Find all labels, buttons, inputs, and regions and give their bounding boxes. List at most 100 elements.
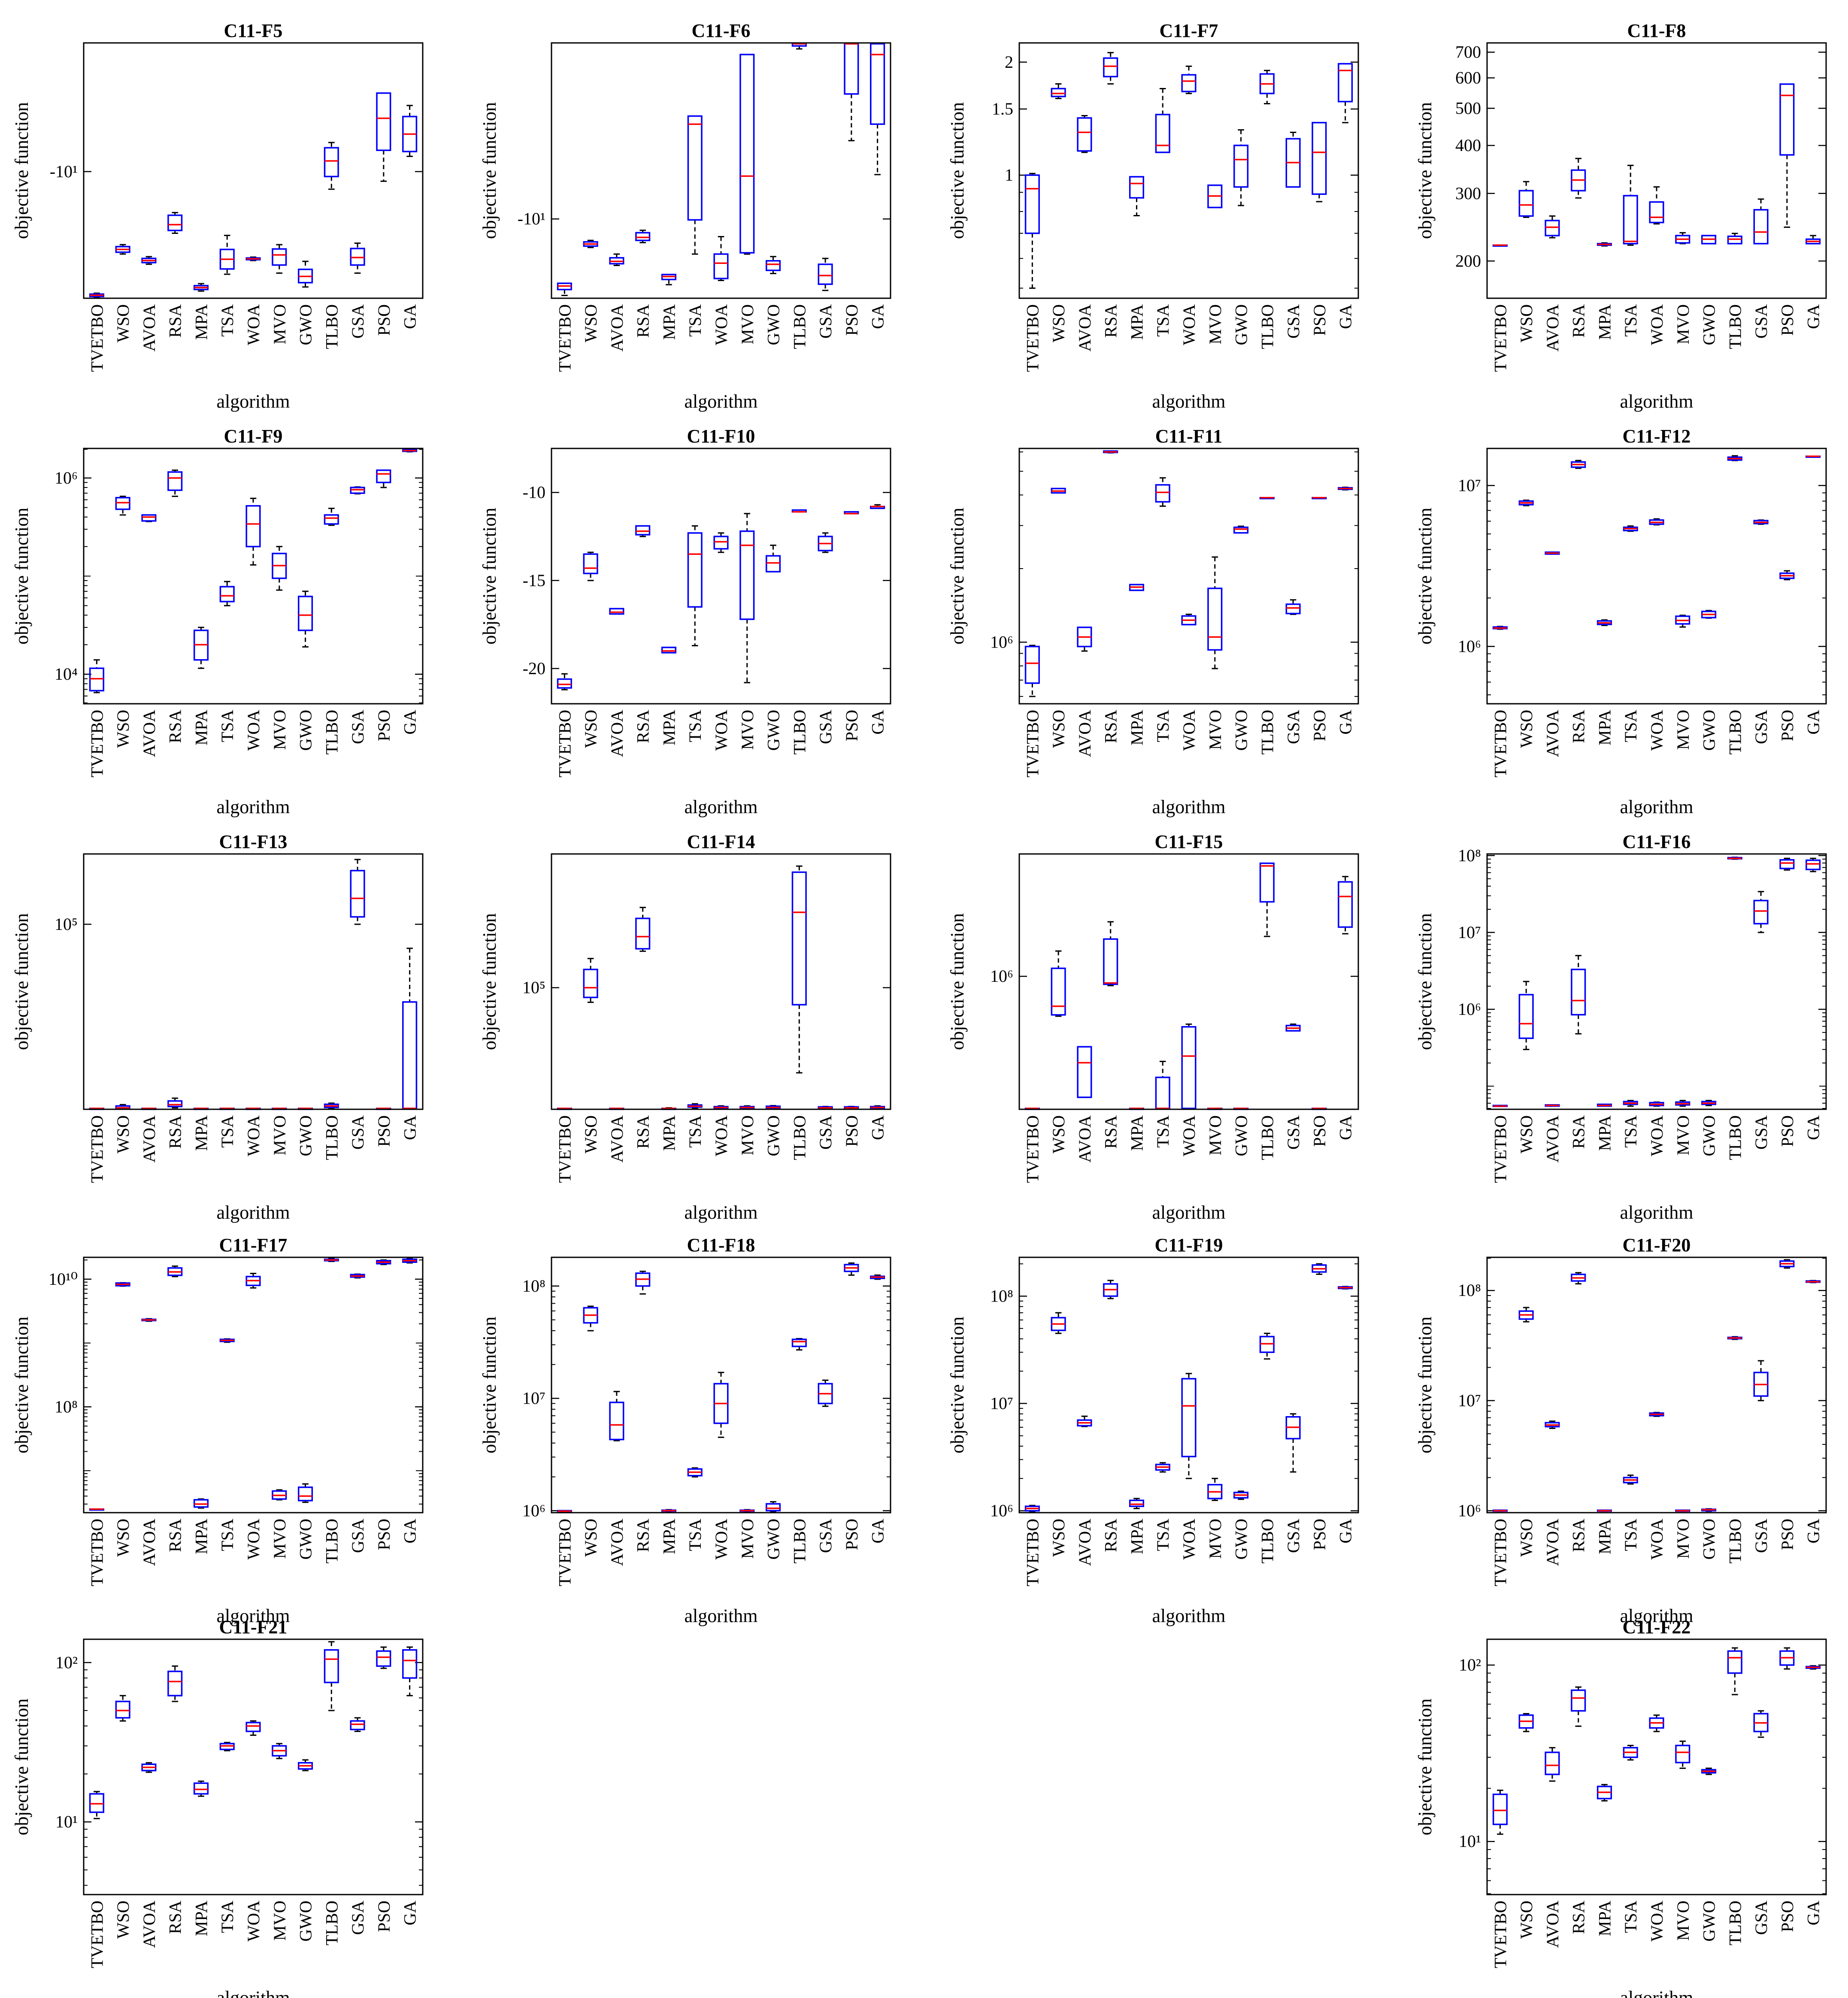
chart-c11-f8: C11-F8 200 300 400 500 600 700 TVETBO WSO AVOA RSA… (1415, 20, 1827, 412)
y-tick-label: 2 (1005, 52, 1013, 72)
box-tvetbo (557, 282, 572, 296)
box-gwo (765, 1501, 781, 1513)
box-rsa (1103, 921, 1118, 987)
iqr-box (1285, 603, 1301, 615)
box-wso (1518, 1307, 1534, 1323)
iqr-box (1806, 859, 1821, 870)
box-gsa (1753, 519, 1769, 525)
iqr-box (609, 1402, 624, 1441)
iqr-box (1155, 1076, 1170, 1109)
box-mvo (272, 244, 287, 274)
box-ga (870, 504, 885, 509)
box-gwo (1701, 235, 1717, 245)
iqr-box (1181, 74, 1197, 93)
box-tlbo (1727, 1336, 1742, 1340)
iqr-box (1623, 195, 1638, 245)
x-tick-label: GA (1804, 1115, 1823, 1140)
x-tick-label: GSA (348, 304, 367, 339)
x-tick-label: AVOA (1075, 1519, 1094, 1566)
chart-title: C11-F18 (687, 1235, 755, 1256)
x-tick-label: GA (400, 710, 420, 735)
x-tick-label: WSO (581, 304, 600, 342)
x-tick-label: TSA (1153, 1115, 1172, 1148)
box-tlbo (324, 142, 339, 190)
x-tick-label: WOA (244, 1901, 263, 1942)
box-tlbo (1727, 1647, 1742, 1695)
iqr-box (1571, 1689, 1586, 1712)
chart-title: C11-F14 (687, 831, 755, 852)
box-pso (376, 469, 391, 488)
x-tick-label: TSA (685, 1115, 705, 1148)
box-pso (1779, 1259, 1795, 1269)
x-tick-label: TSA (218, 710, 237, 742)
box-woa (1181, 65, 1197, 94)
x-tick-label: MVO (738, 1519, 757, 1559)
x-tick-label: WOA (1647, 1519, 1666, 1560)
plot-frame (1486, 448, 1827, 705)
x-tick-label: AVOA (1543, 1519, 1562, 1566)
box-mvo (1675, 1741, 1690, 1769)
box-gsa (1753, 1710, 1769, 1738)
box-tlbo (1259, 496, 1275, 499)
box-ga (870, 1105, 885, 1109)
x-tick-label: RSA (1569, 710, 1588, 743)
x-tick-label: MVO (1206, 304, 1225, 344)
box-gwo (765, 545, 781, 572)
box-ga (402, 1258, 418, 1264)
y-tick-label: 10⁸ (1458, 1281, 1481, 1300)
iqr-box (1077, 1046, 1092, 1098)
x-axis-label: algorithm (216, 796, 290, 817)
x-tick-label: WSO (1049, 1115, 1068, 1153)
iqr-box (687, 532, 703, 608)
x-tick-label: TVETBO (87, 1901, 106, 1968)
box-ga (870, 43, 885, 176)
x-tick-label: GA (1336, 1115, 1355, 1140)
box-woa (1649, 186, 1664, 225)
x-tick-label: RSA (1569, 1115, 1588, 1149)
box-tsa (687, 115, 703, 255)
box-tlbo (324, 508, 339, 526)
x-tick-label: TLBO (1725, 710, 1745, 754)
x-tick-label: MPA (659, 710, 679, 745)
chart-c11-f22: C11-F22 10¹ 10² TVETBO WSO AVOA RSA MPA TSA WOA MV… (1415, 1617, 1827, 1998)
box-wso (1518, 1713, 1534, 1732)
y-tick-label: 10⁸ (55, 1397, 78, 1416)
x-tick-label: TSA (1153, 1519, 1172, 1551)
chart-title: C11-F13 (219, 831, 288, 852)
x-tick-label: WSO (1517, 1901, 1536, 1939)
x-tick-label: GWO (1232, 710, 1251, 751)
box-mpa (193, 1498, 209, 1509)
iqr-box (1129, 176, 1145, 199)
x-axis-label: algorithm (1620, 796, 1693, 817)
chart-title: C11-F7 (1160, 20, 1218, 41)
box-gsa (818, 532, 833, 553)
iqr-box (583, 969, 598, 999)
x-tick-label: MPA (1595, 1519, 1614, 1554)
x-tick-label: MPA (1127, 1519, 1146, 1554)
y-tick-label: 10⁴ (55, 664, 78, 684)
box-avoa (609, 1391, 624, 1441)
box-mvo (272, 1743, 287, 1759)
x-tick-label: RSA (633, 1115, 653, 1149)
x-tick-label: PSO (1310, 1115, 1329, 1147)
x-tick-label: GA (1804, 304, 1823, 329)
x-tick-label: TLBO (1725, 304, 1745, 349)
x-tick-label: TVETBO (87, 304, 106, 372)
iqr-box (219, 586, 235, 602)
x-tick-label: GSA (1284, 304, 1303, 339)
x-tick-label: TSA (218, 1901, 237, 1933)
x-tick-label: GSA (816, 1519, 835, 1553)
box-pso (1779, 570, 1795, 581)
x-tick-label: WSO (581, 1115, 600, 1153)
box-pso (844, 1262, 859, 1276)
x-tick-label: GWO (296, 1901, 315, 1942)
x-tick-label: RSA (1569, 304, 1588, 338)
x-tick-label: TLBO (1257, 710, 1277, 754)
box-tsa (219, 235, 235, 275)
chart-title: C11-F15 (1155, 831, 1223, 852)
chart-title: C11-F22 (1623, 1617, 1691, 1638)
box-avoa (141, 1762, 157, 1773)
x-tick-label: TVETBO (1023, 1115, 1042, 1183)
iqr-box (1051, 967, 1066, 1016)
x-tick-label: GSA (348, 1519, 367, 1553)
